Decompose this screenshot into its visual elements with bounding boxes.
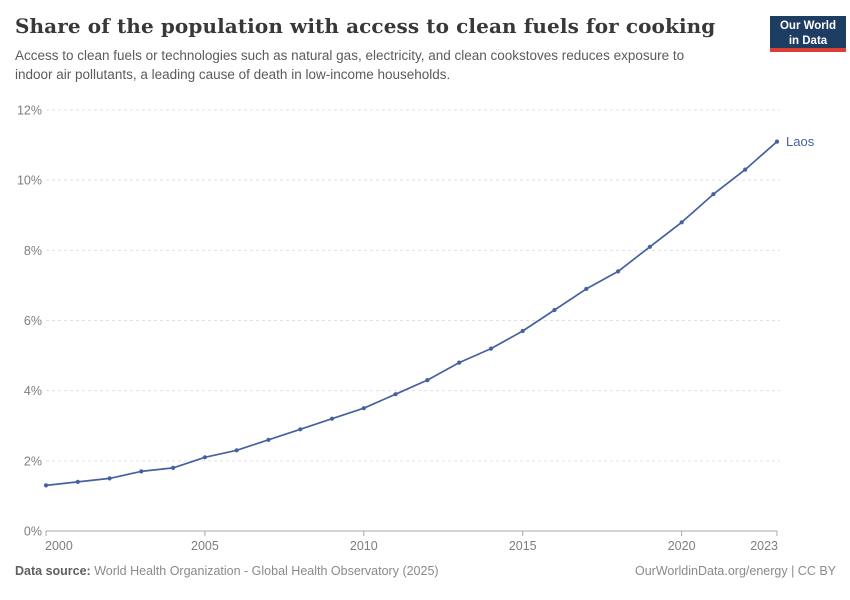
data-point[interactable] xyxy=(743,167,748,172)
owid-logo-line1: Our World xyxy=(779,20,836,32)
data-point[interactable] xyxy=(774,139,780,144)
owid-logo-line2: in Data xyxy=(788,34,828,47)
data-point[interactable] xyxy=(457,360,462,365)
data-point[interactable] xyxy=(711,192,716,197)
data-line[interactable] xyxy=(45,140,778,487)
chart-title: Share of the population with access to c… xyxy=(15,14,716,38)
data-point[interactable] xyxy=(520,328,525,334)
y-tick-label: 6% xyxy=(24,314,42,328)
x-tick-label: 2000 xyxy=(45,539,73,553)
data-point[interactable] xyxy=(329,416,335,421)
data-point[interactable] xyxy=(298,427,303,432)
owid-url-license-link[interactable]: OurWorldinData.org/energy | CC BY xyxy=(634,564,836,578)
y-tick-label: 0% xyxy=(24,525,42,539)
y-tick-label: 10% xyxy=(17,174,42,188)
x-tick-label: 2010 xyxy=(350,539,378,553)
data-source-text: World Health Organization - Global Healt… xyxy=(90,564,439,578)
data-point[interactable] xyxy=(43,483,49,488)
chart-subtitle: Access to clean fuels or technologies su… xyxy=(15,48,685,82)
data-point[interactable] xyxy=(107,476,112,481)
x-tick-label: 2020 xyxy=(668,539,696,553)
data-point[interactable] xyxy=(488,346,494,351)
x-tick-label: 2023 xyxy=(750,539,778,553)
x-tick-label: 2005 xyxy=(191,539,219,553)
x-tick-label: 2015 xyxy=(509,539,537,553)
y-tick-label: 12% xyxy=(17,104,42,118)
data-source: Data source: World Health Organization -… xyxy=(15,564,439,578)
data-point[interactable] xyxy=(425,378,430,383)
y-tick-label: 2% xyxy=(24,454,42,468)
data-point[interactable] xyxy=(361,406,366,411)
data-point[interactable] xyxy=(202,455,207,460)
data-point[interactable] xyxy=(393,392,398,397)
data-source-label: Data source: xyxy=(15,564,91,578)
data-point[interactable] xyxy=(679,220,684,225)
series-end-label[interactable]: Laos xyxy=(786,134,815,149)
data-point[interactable] xyxy=(584,286,589,291)
data-point[interactable] xyxy=(266,437,271,442)
y-tick-label: 4% xyxy=(24,384,42,398)
data-point[interactable] xyxy=(234,448,239,453)
data-point[interactable] xyxy=(171,465,176,470)
chart-header: Share of the population with access to c… xyxy=(15,14,755,84)
owid-logo[interactable]: Our World in Data xyxy=(770,16,846,52)
data-point[interactable] xyxy=(139,469,144,474)
data-point[interactable] xyxy=(552,307,557,313)
data-point[interactable] xyxy=(616,269,621,274)
data-point[interactable] xyxy=(75,479,80,484)
chart-footer: Data source: World Health Organization -… xyxy=(15,564,836,578)
data-point[interactable] xyxy=(647,244,653,249)
y-tick-label: 8% xyxy=(24,244,42,258)
